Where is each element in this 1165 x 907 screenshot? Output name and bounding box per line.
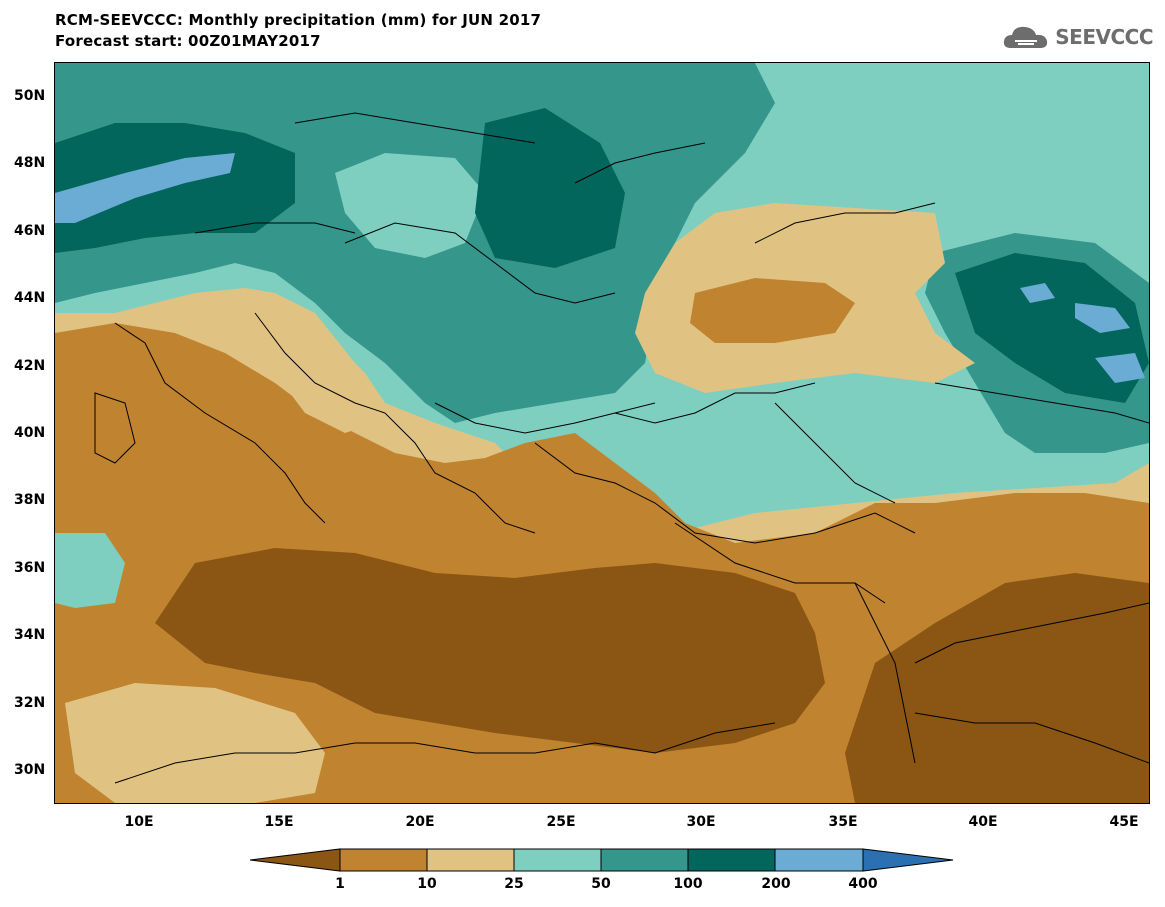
colorbar-segment-1 [339,848,428,872]
lon-label-10e: 10E [124,814,154,830]
colorbar-segment-7 [862,848,954,872]
colorbar-label-1: 1 [335,876,345,892]
lon-label-30e: 30E [686,814,716,830]
lat-label-50n: 50N [14,88,46,104]
lat-label-40n: 40N [14,425,46,441]
precipitation-map [54,62,1150,804]
colorbar-segment-0 [250,848,341,872]
lat-label-36n: 36N [14,560,46,576]
colorbar-segment-4 [600,848,689,872]
lat-label-32n: 32N [14,695,46,711]
lon-label-25e: 25E [546,814,576,830]
colorbar-segment-3 [513,848,602,872]
lat-label-44n: 44N [14,290,46,306]
colorbar-label-100: 100 [673,876,703,892]
lon-label-20e: 20E [405,814,435,830]
forecast-start-label: Forecast start: 00Z01MAY2017 [55,32,321,50]
lat-label-46n: 46N [14,223,46,239]
seevccc-logo: SEEVCCC [1001,22,1153,52]
lat-label-48n: 48N [14,155,46,171]
colorbar-label-200: 200 [761,876,791,892]
cloud-icon [1004,26,1048,48]
colorbar-segment-5 [687,848,776,872]
colorbar-label-50: 50 [591,876,611,892]
lat-label-42n: 42N [14,358,46,374]
lon-label-15e: 15E [264,814,294,830]
colorbar-label-400: 400 [848,876,878,892]
lon-label-35e: 35E [828,814,858,830]
colorbar-segment-2 [426,848,515,872]
colorbar-label-25: 25 [504,876,524,892]
lon-label-45e: 45E [1109,814,1139,830]
logo-text: SEEVCCC [1055,25,1153,49]
lat-label-34n: 34N [14,627,46,643]
lat-label-38n: 38N [14,492,46,508]
lat-label-30n: 30N [14,762,46,778]
colorbar-segment-6 [774,848,864,872]
precipitation-colorbar [250,848,954,872]
precipitation-field [55,63,1149,803]
colorbar-label-10: 10 [417,876,437,892]
map-title: RCM-SEEVCCC: Monthly precipitation (mm) … [55,11,542,29]
lon-label-40e: 40E [968,814,998,830]
